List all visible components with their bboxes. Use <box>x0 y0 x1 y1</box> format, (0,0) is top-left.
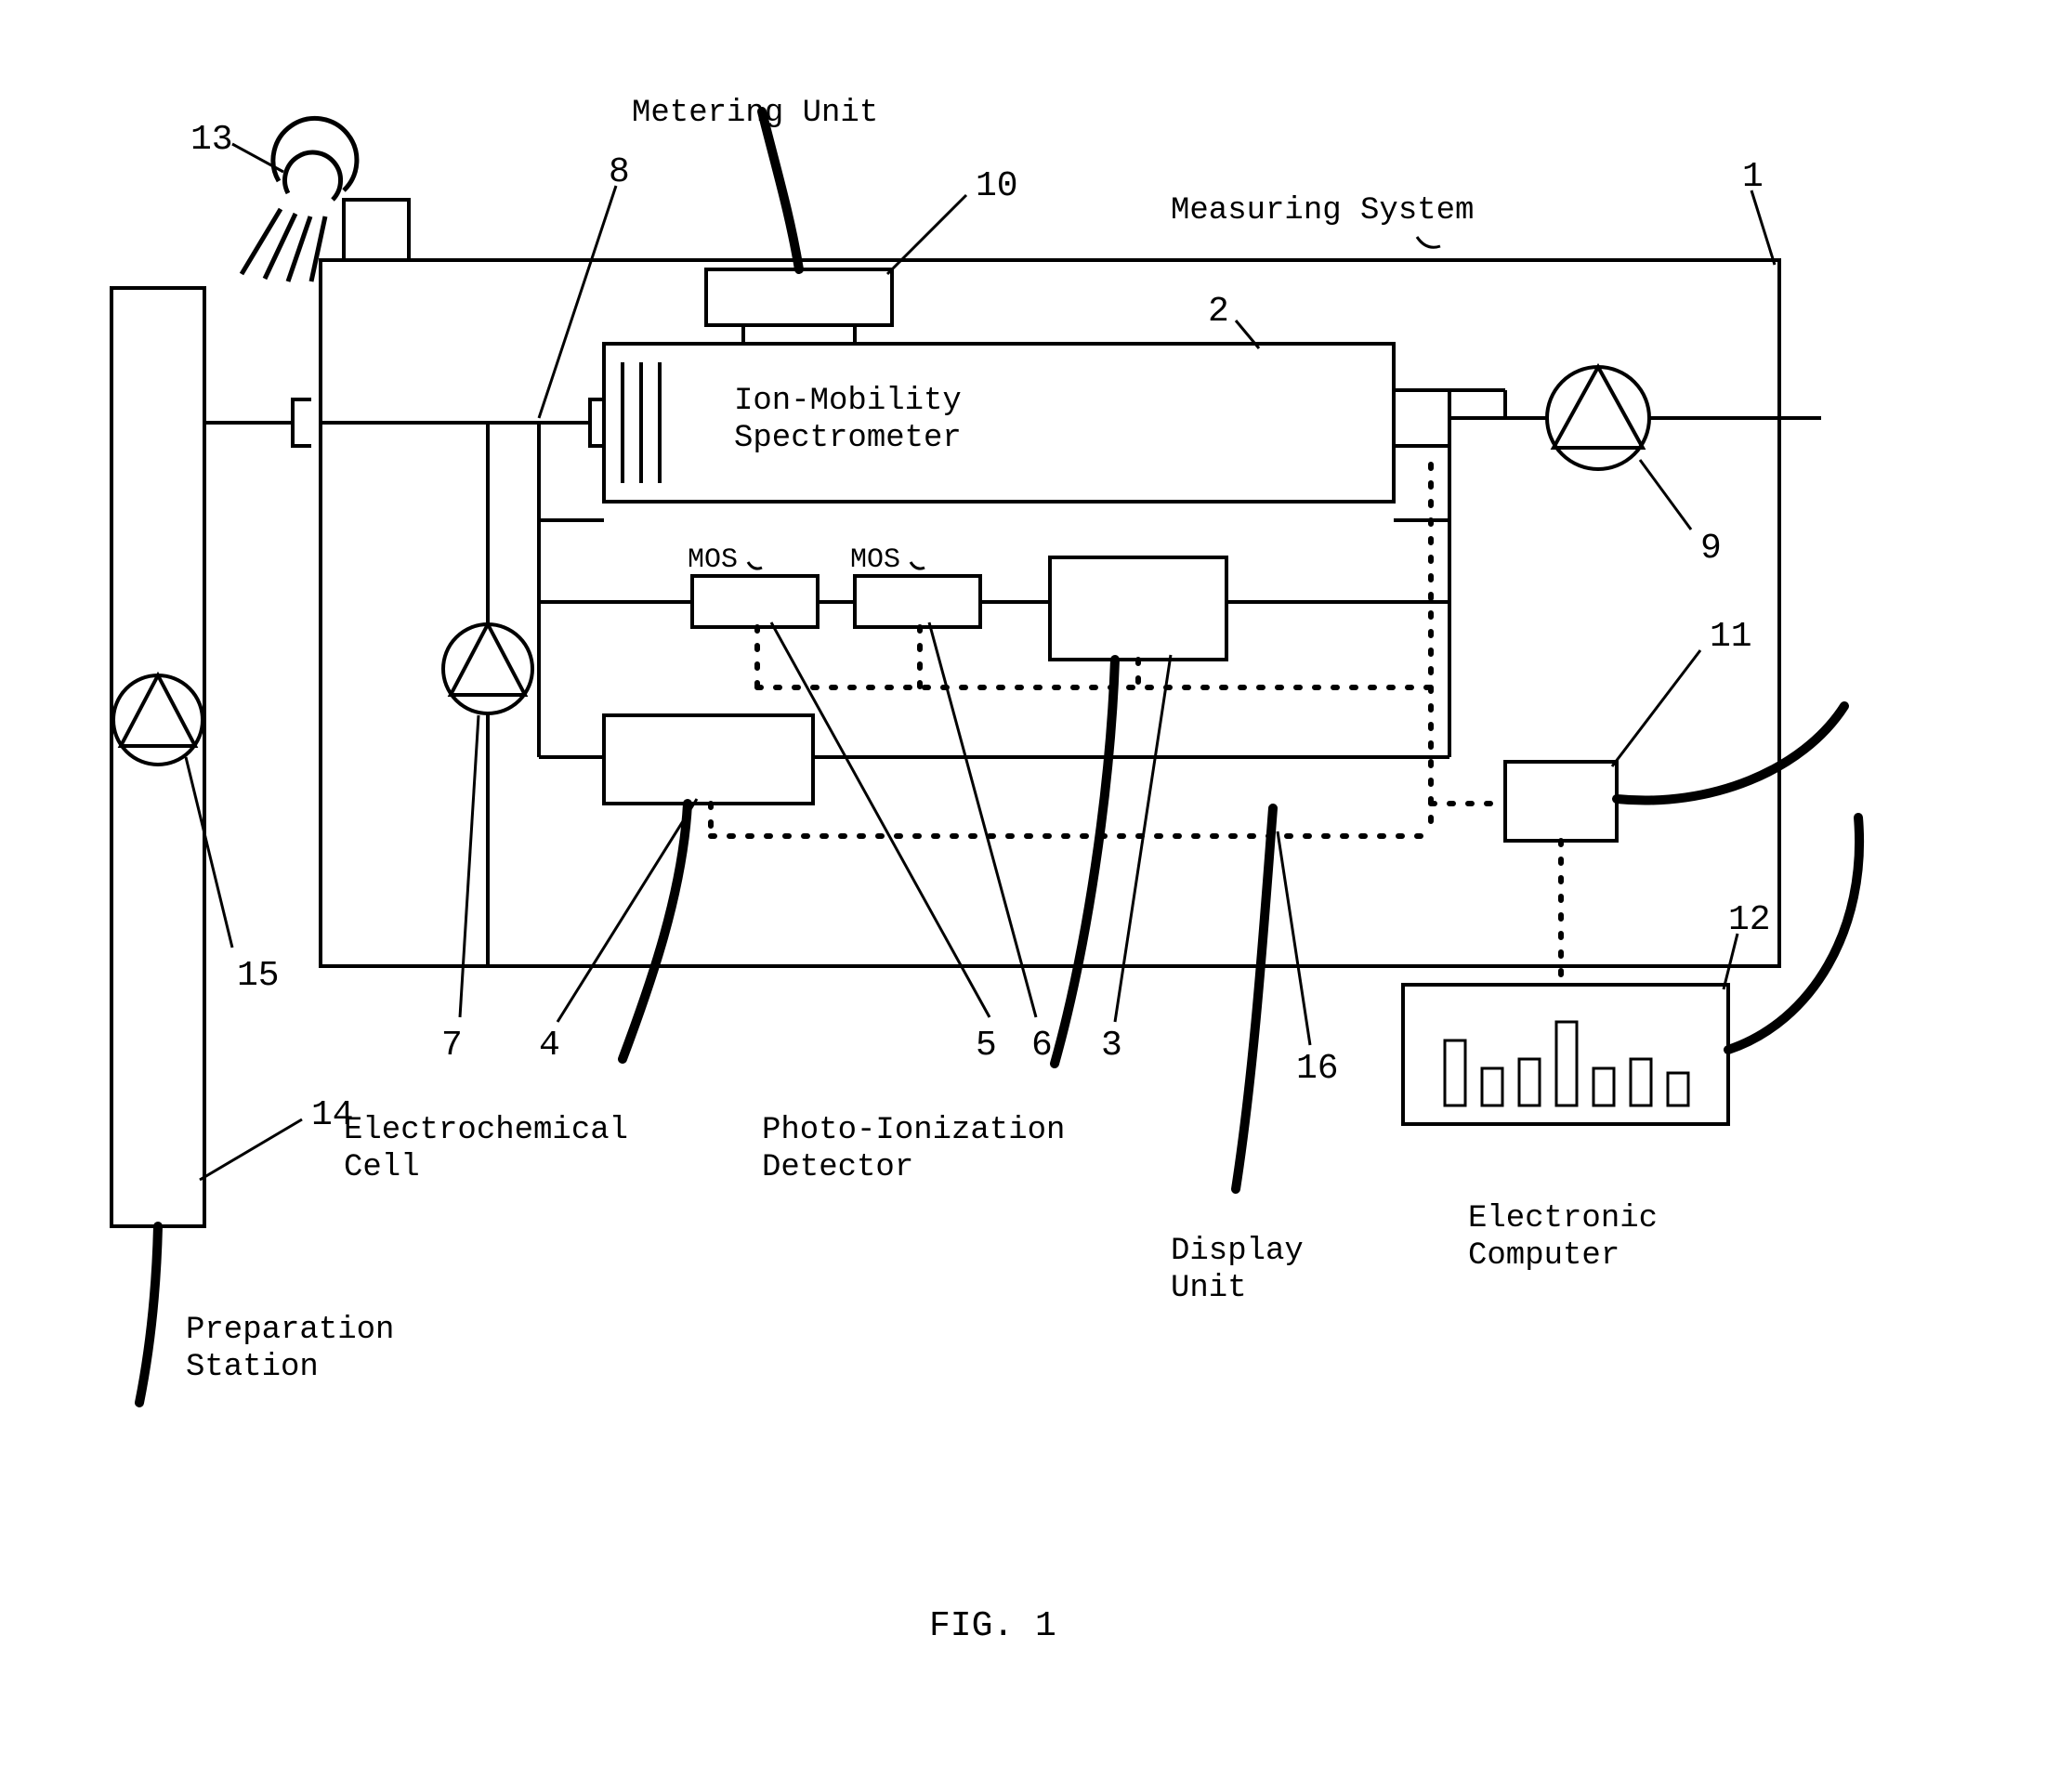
callout-1: 1 <box>1742 157 1764 197</box>
computer-label-1: Electronic <box>1468 1201 1658 1236</box>
callout-6: 6 <box>1031 1026 1053 1066</box>
ims-label-1: Ion-Mobility <box>734 384 962 419</box>
callout-2: 2 <box>1208 292 1229 332</box>
computer-box <box>1403 985 1728 1124</box>
callout-9: 9 <box>1700 529 1722 569</box>
mos-label-1: MOS <box>688 544 738 576</box>
metering-unit-label: Metering Unit <box>632 96 878 131</box>
alarm-horn <box>242 118 357 281</box>
callout-12: 12 <box>1728 900 1771 940</box>
signal-lines <box>711 464 1561 985</box>
figure-caption: FIG. 1 <box>929 1606 1056 1646</box>
computer-label-2: Computer <box>1468 1238 1620 1274</box>
ec-box <box>604 715 813 804</box>
callout-8: 8 <box>609 152 630 192</box>
mos1-box <box>692 576 818 627</box>
mos2-box <box>855 576 980 627</box>
inlet-bracket <box>293 399 311 446</box>
ims-inlet <box>590 399 604 446</box>
prep-label-2: Station <box>186 1350 319 1385</box>
pid-box <box>1050 557 1226 660</box>
mos-label-2: MOS <box>850 544 900 576</box>
callout-13: 13 <box>190 120 233 160</box>
pump-9 <box>1547 367 1649 469</box>
callout-5: 5 <box>976 1026 997 1066</box>
pid-label-1: Photo-Ionization <box>762 1113 1065 1148</box>
ims-box <box>604 344 1394 502</box>
mp-box <box>1505 762 1617 841</box>
callout-15: 15 <box>237 956 280 996</box>
diagram-svg: 13 8 10 1 2 9 11 12 16 3 6 5 4 7 15 14 M… <box>0 0 2072 1779</box>
display-label-1: Display <box>1171 1234 1304 1269</box>
measuring-system-label: Measuring System <box>1171 193 1474 229</box>
display-label-2: Unit <box>1171 1271 1247 1306</box>
ec-label-1: Electrochemical <box>344 1113 628 1148</box>
callout-7: 7 <box>441 1026 463 1066</box>
pump-7 <box>443 624 532 713</box>
chimney <box>344 200 409 260</box>
callout-10: 10 <box>976 166 1018 206</box>
ims-label-2: Spectrometer <box>734 421 962 456</box>
callout-11: 11 <box>1710 617 1752 657</box>
callout-3: 3 <box>1101 1026 1122 1066</box>
callout-leaders <box>186 144 1775 1180</box>
callout-16: 16 <box>1296 1049 1339 1089</box>
ec-label-2: Cell <box>344 1150 420 1185</box>
callout-4: 4 <box>539 1026 560 1066</box>
text-layer: 13 8 10 1 2 9 11 12 16 3 6 5 4 7 15 14 M… <box>186 96 1771 1646</box>
pid-label-2: Detector <box>762 1150 913 1185</box>
pump-15 <box>113 675 203 765</box>
computer-bars <box>1445 1022 1688 1105</box>
metering-unit-box <box>706 269 892 325</box>
flow-lines <box>321 390 1821 966</box>
prep-label-1: Preparation <box>186 1313 394 1348</box>
